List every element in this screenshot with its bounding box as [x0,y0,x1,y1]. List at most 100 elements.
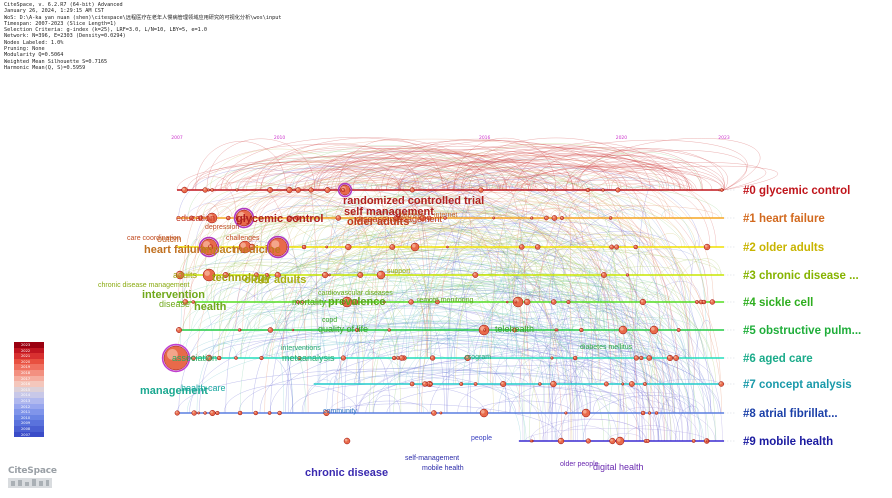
keyword-label[interactable]: quality of life [318,324,368,334]
keyword-node[interactable] [389,244,396,250]
keyword-node[interactable] [203,411,207,415]
keyword-node[interactable] [550,356,554,360]
keyword-node[interactable] [202,187,208,193]
keyword-node[interactable] [422,381,428,387]
keyword-node[interactable] [391,355,397,361]
keyword-node[interactable] [514,300,518,304]
keyword-node[interactable] [248,243,256,251]
keyword-node[interactable] [301,300,305,304]
keyword-node[interactable] [512,296,524,308]
keyword-node[interactable] [216,355,222,361]
keyword-node[interactable] [625,273,630,277]
keyword-node[interactable] [647,411,652,415]
keyword-node[interactable] [190,355,196,361]
keyword-node[interactable] [274,271,281,279]
keyword-node[interactable] [601,272,607,278]
keyword-node[interactable] [479,408,489,418]
keyword-node[interactable] [197,411,201,415]
keyword-node[interactable] [175,270,185,280]
keyword-node[interactable] [472,272,479,278]
keyword-node[interactable] [202,268,216,282]
keyword-node[interactable] [345,243,352,251]
keyword-node[interactable] [459,382,464,386]
keyword-node[interactable] [286,215,292,221]
keyword-node[interactable] [238,240,252,254]
keyword-node[interactable] [324,187,331,193]
keyword-node[interactable] [295,187,302,193]
keyword-label[interactable]: health [194,301,227,313]
keyword-node[interactable] [253,410,258,416]
keyword-label[interactable]: mobile health [422,465,464,472]
keyword-node[interactable] [206,212,218,224]
keyword-node[interactable] [618,325,628,335]
keyword-node[interactable] [267,411,272,415]
cluster-label[interactable]: #3 chronic disease ... [743,270,859,282]
keyword-node[interactable] [341,300,346,304]
keyword-node[interactable] [608,216,613,220]
keyword-node[interactable] [633,244,638,250]
keyword-node[interactable] [296,300,300,304]
keyword-node[interactable] [473,382,478,386]
keyword-node[interactable] [174,410,180,416]
keyword-node[interactable] [431,410,437,416]
keyword-node[interactable] [666,354,674,362]
cluster-label[interactable]: #7 concept analysis [743,379,852,391]
cluster-label[interactable]: #8 atrial fibrillat... [743,408,838,420]
keyword-node[interactable] [234,356,238,360]
keyword-node[interactable] [572,355,578,361]
keyword-label[interactable]: care coordination [127,235,181,242]
keyword-node[interactable] [639,298,647,306]
keyword-node[interactable] [205,354,213,362]
keyword-node[interactable] [673,355,679,361]
keyword-node[interactable] [643,382,647,386]
keyword-label[interactable]: older people [560,461,599,468]
keyword-label[interactable]: chronic disease [305,467,388,479]
keyword-node[interactable] [393,214,400,222]
keyword-node[interactable] [235,188,239,192]
keyword-label[interactable]: digital health [593,462,644,472]
keyword-node[interactable] [550,299,557,305]
keyword-label[interactable]: prevalence [328,296,385,308]
keyword-node[interactable] [207,244,214,250]
keyword-node[interactable] [382,300,386,304]
keyword-node[interactable] [579,327,584,333]
keyword-label[interactable]: disease [159,299,190,309]
keyword-node[interactable] [376,270,386,280]
keyword-label[interactable]: chronic disease management [98,282,189,289]
keyword-node[interactable] [182,299,189,305]
cluster-label[interactable]: #1 heart failure [743,213,825,225]
keyword-node[interactable] [545,188,549,192]
keyword-node[interactable] [645,439,650,443]
keyword-node[interactable] [323,409,330,417]
keyword-label[interactable]: disease management [356,214,443,224]
keyword-node[interactable] [505,300,509,304]
keyword-node[interactable] [267,327,274,333]
keyword-node[interactable] [244,216,248,220]
keyword-node[interactable] [719,188,724,192]
keyword-label[interactable]: health care [181,383,226,393]
keyword-label[interactable]: self-management [405,455,459,462]
keyword-label[interactable]: older adults [347,216,409,228]
keyword-node[interactable] [718,381,725,387]
keyword-node[interactable] [291,328,295,332]
keyword-node[interactable] [691,439,696,443]
keyword-node[interactable] [297,356,302,360]
keyword-label[interactable]: copd [322,317,337,324]
keyword-node[interactable] [335,215,342,221]
keyword-node[interactable] [355,327,360,333]
keyword-label[interactable]: barriers [400,212,424,219]
keyword-node[interactable] [581,408,591,418]
keyword-label[interactable]: intervention [142,289,205,301]
cluster-label[interactable]: #4 sickle cell [743,297,813,309]
keyword-node[interactable] [210,188,215,192]
keyword-node[interactable] [464,354,471,362]
keyword-node[interactable] [322,271,329,279]
keyword-label[interactable]: community [323,408,357,415]
keyword-node[interactable] [544,215,549,221]
keyword-label[interactable]: adults [173,270,198,280]
keyword-node[interactable] [295,215,301,221]
keyword-node[interactable] [352,299,359,305]
keyword-label[interactable]: support [387,268,410,275]
keyword-node[interactable] [550,380,557,388]
keyword-node[interactable] [434,299,440,305]
